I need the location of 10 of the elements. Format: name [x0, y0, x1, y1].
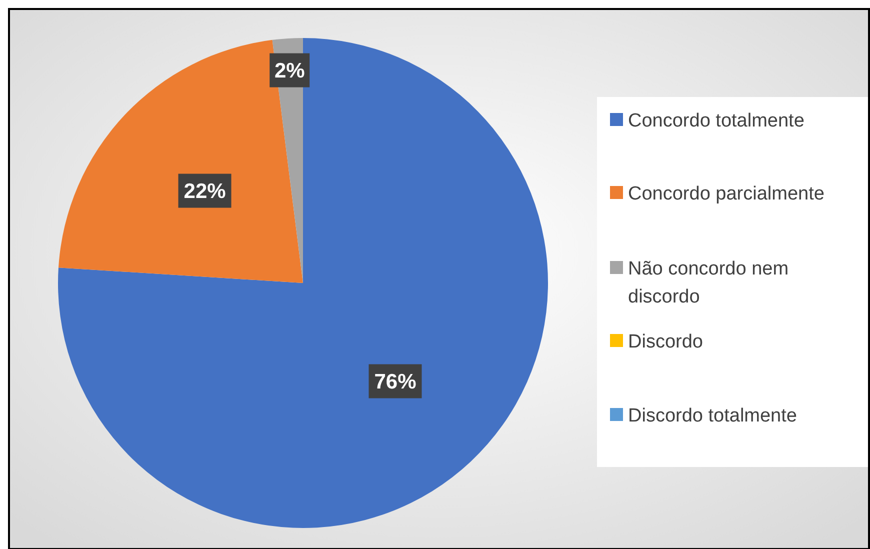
legend-label: Concordo totalmente: [628, 110, 804, 132]
legend-label: Discordo totalmente: [628, 406, 797, 427]
data-label: 22%: [184, 180, 226, 204]
pie-slice: [58, 38, 548, 528]
data-label: 2%: [274, 60, 306, 83]
legend-label: Concordo parcialmente: [628, 184, 824, 205]
pie-slice: [58, 40, 303, 283]
legend-label: Discordo: [628, 332, 703, 353]
legend-label: Não concordo nem discordo: [628, 258, 789, 308]
data-label: 76%: [374, 370, 417, 394]
